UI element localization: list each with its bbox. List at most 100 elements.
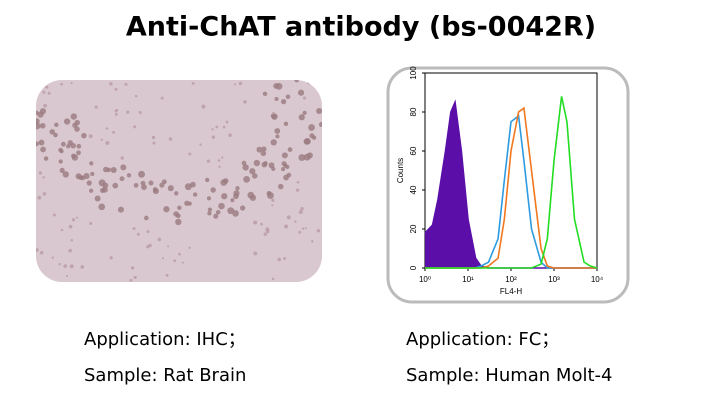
ihc-cell xyxy=(177,205,182,211)
ihc-cell xyxy=(271,204,274,207)
ihc-cell xyxy=(109,82,113,86)
ihc-cell xyxy=(213,213,219,219)
ihc-cell xyxy=(220,179,228,186)
ihc-cell xyxy=(152,187,158,192)
ihc-cell xyxy=(272,112,275,115)
ihc-cell xyxy=(70,238,74,242)
ihc-cell xyxy=(187,201,192,206)
ihc-cell xyxy=(98,179,106,187)
ihc-cell xyxy=(74,119,81,126)
ihc-cell xyxy=(106,167,112,173)
ihc-cell xyxy=(130,266,135,270)
ihc-cell xyxy=(76,143,82,149)
ihc-cell xyxy=(37,111,44,118)
ihc-cell xyxy=(217,159,221,162)
ihc-cell xyxy=(114,87,118,91)
ihc-cell xyxy=(49,129,55,135)
ihc-cell xyxy=(221,193,228,200)
ihc-cell xyxy=(285,94,291,100)
ihc-cell xyxy=(232,210,239,217)
ihc-cell xyxy=(42,192,47,196)
ihc-cell xyxy=(71,153,76,159)
ihc-cell xyxy=(263,232,267,236)
ihc-cell xyxy=(308,124,315,131)
ihc-cell xyxy=(287,147,293,152)
x-tick-label: 10¹ xyxy=(462,275,474,284)
ihc-cell xyxy=(112,130,115,134)
ihc-cell xyxy=(86,180,92,186)
ihc-cell xyxy=(89,221,93,225)
ihc-cell xyxy=(298,154,306,161)
ihc-cell xyxy=(188,246,191,249)
ihc-cell xyxy=(294,80,299,83)
ihc-cell xyxy=(218,202,225,210)
ihc-cell xyxy=(240,205,246,211)
caption: Sample: Rat Brain xyxy=(84,365,246,386)
ihc-cell xyxy=(167,245,170,248)
ihc-cell xyxy=(270,139,277,146)
x-tick-label: 10³ xyxy=(548,275,560,284)
ihc-cell xyxy=(94,105,98,109)
ihc-cell xyxy=(70,82,73,85)
ihc-cell xyxy=(43,103,47,108)
ihc-cell xyxy=(74,126,80,132)
ihc-cell xyxy=(297,89,305,96)
ihc-cell xyxy=(109,256,113,260)
x-axis-label: FL4-H xyxy=(500,287,522,296)
ihc-cell xyxy=(132,227,136,230)
ihc-cell xyxy=(311,240,314,243)
ihc-cell xyxy=(129,278,133,282)
ihc-cell xyxy=(295,188,300,192)
ihc-cell xyxy=(141,184,147,190)
ihc-cell xyxy=(283,257,287,261)
ihc-cell xyxy=(161,257,165,260)
ihc-cell xyxy=(120,164,127,171)
ihc-cell xyxy=(316,229,321,233)
ihc-cell xyxy=(52,213,56,217)
ihc-cell xyxy=(144,215,149,221)
ihc-cell xyxy=(311,135,317,140)
ihc-cell xyxy=(253,159,261,167)
ihc-cell xyxy=(126,173,132,178)
ihc-cell xyxy=(207,211,212,216)
ihc-cell xyxy=(67,140,73,146)
ihc-cell xyxy=(105,127,109,130)
ihc-cell xyxy=(133,275,137,280)
ihc-cell xyxy=(58,147,63,153)
ihc-cell xyxy=(63,264,68,268)
ihc-cell xyxy=(146,230,150,234)
ihc-cell xyxy=(69,264,74,269)
x-tick-label: 10² xyxy=(505,275,517,284)
ihc-cell xyxy=(165,273,169,277)
ihc-cell xyxy=(58,263,61,266)
ihc-cell xyxy=(281,152,288,159)
ihc-cell xyxy=(273,83,279,89)
ihc-cell xyxy=(192,192,198,197)
ihc-cell xyxy=(36,248,39,252)
ihc-cell xyxy=(271,277,275,281)
ihc-cell xyxy=(318,121,322,128)
ihc-cell xyxy=(42,176,45,179)
ihc-cell xyxy=(167,185,174,192)
ihc-cell xyxy=(60,228,64,232)
ihc-cell xyxy=(294,220,297,223)
ihc-cell xyxy=(80,265,85,269)
ihc-cell xyxy=(211,128,214,131)
ihc-cell xyxy=(249,168,256,175)
ihc-cell xyxy=(256,146,263,153)
ihc-cell xyxy=(253,251,258,256)
ihc-cell xyxy=(211,135,216,139)
ihc-background xyxy=(36,80,322,282)
ihc-cell xyxy=(98,203,106,211)
ihc-cells xyxy=(36,80,322,282)
ihc-cell xyxy=(105,140,110,145)
ihc-cell xyxy=(298,114,305,121)
ihc-cell xyxy=(303,138,310,145)
ihc-cell xyxy=(36,118,40,125)
ihc-cell xyxy=(283,121,289,127)
ihc-cell xyxy=(51,256,54,259)
ihc-cell xyxy=(76,150,81,156)
ihc-cell xyxy=(205,177,210,183)
ihc-cell xyxy=(148,180,154,186)
ihc-cell xyxy=(101,186,108,193)
